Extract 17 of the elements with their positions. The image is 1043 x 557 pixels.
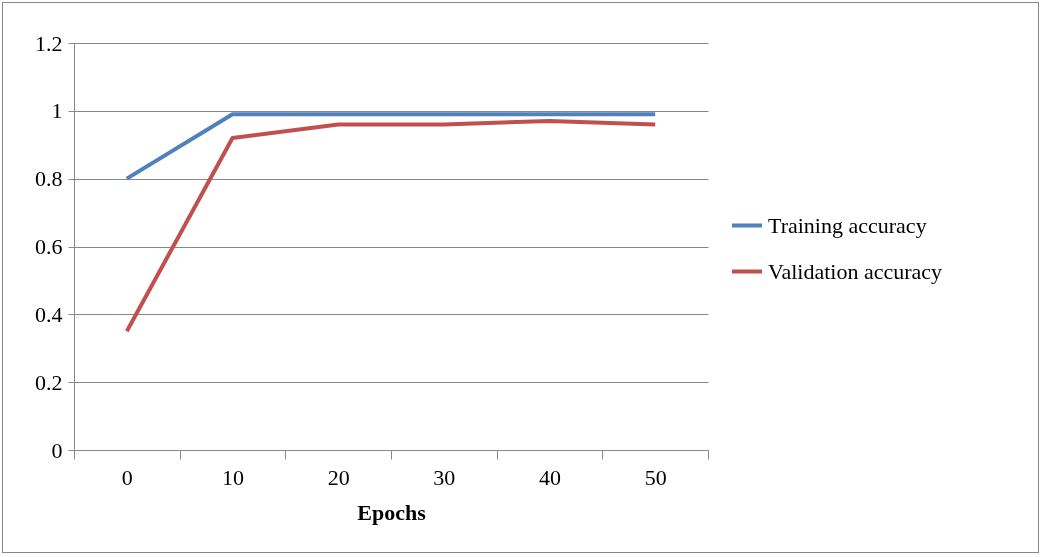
line-series (124, 119, 658, 334)
y-tick-label: 1 (51, 98, 63, 124)
y-tick-label: 0.8 (35, 166, 63, 192)
legend-label: Validation accuracy (768, 258, 943, 284)
x-axis-title: Epochs (357, 499, 427, 525)
x-tick-label: 0 (121, 464, 133, 490)
x-tick-label: 20 (327, 464, 350, 490)
y-tick-label: 0.2 (35, 369, 63, 395)
x-tick-label: 40 (539, 464, 561, 490)
y-tick-label: 0 (51, 437, 63, 463)
y-tick-label: 0.6 (35, 234, 63, 259)
y-tick-label: 1.2 (35, 30, 63, 56)
x-tick-label: 10 (222, 464, 244, 490)
x-tick-label: 50 (644, 464, 667, 490)
legend-label: Training accuracy (768, 212, 927, 238)
x-tick-label: 30 (433, 464, 456, 490)
y-tick-label: 0.4 (35, 301, 63, 327)
